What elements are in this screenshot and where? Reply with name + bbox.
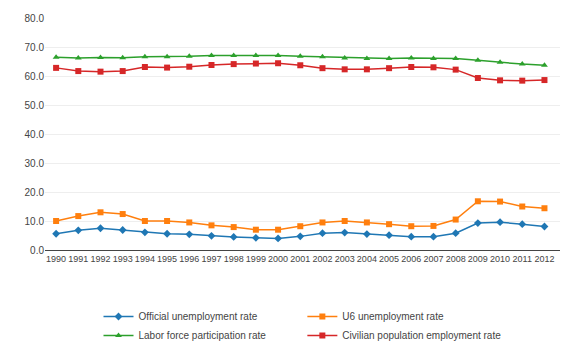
svg-text:0.0: 0.0	[30, 245, 44, 256]
svg-text:1999: 1999	[246, 254, 266, 264]
svg-text:U6 unemployment rate: U6 unemployment rate	[342, 311, 444, 322]
svg-text:2000: 2000	[268, 254, 288, 264]
svg-text:2006: 2006	[401, 254, 421, 264]
svg-text:80.0: 80.0	[25, 13, 45, 24]
svg-text:1998: 1998	[224, 254, 244, 264]
svg-text:70.0: 70.0	[25, 42, 45, 53]
svg-text:2005: 2005	[379, 254, 399, 264]
svg-text:1991: 1991	[68, 254, 88, 264]
svg-text:2004: 2004	[357, 254, 377, 264]
svg-text:1997: 1997	[201, 254, 221, 264]
svg-text:2003: 2003	[335, 254, 355, 264]
svg-text:1994: 1994	[135, 254, 155, 264]
svg-text:40.0: 40.0	[25, 129, 45, 140]
svg-text:30.0: 30.0	[25, 158, 45, 169]
svg-text:2009: 2009	[468, 254, 488, 264]
svg-text:2011: 2011	[513, 254, 532, 264]
svg-text:2008: 2008	[446, 254, 466, 264]
svg-text:20.0: 20.0	[25, 187, 45, 198]
svg-text:2012: 2012	[534, 254, 554, 264]
svg-text:Civilian population employment: Civilian population employment rate	[342, 330, 501, 341]
svg-text:1990: 1990	[46, 254, 66, 264]
svg-text:Official unemployment rate: Official unemployment rate	[139, 311, 258, 322]
svg-text:2010: 2010	[490, 254, 510, 264]
svg-text:1996: 1996	[179, 254, 199, 264]
svg-text:Labor force participation rate: Labor force participation rate	[139, 330, 267, 341]
svg-text:2002: 2002	[312, 254, 332, 264]
svg-text:50.0: 50.0	[25, 100, 45, 111]
svg-text:1993: 1993	[113, 254, 133, 264]
svg-text:60.0: 60.0	[25, 71, 45, 82]
svg-text:1992: 1992	[90, 254, 110, 264]
svg-text:2001: 2001	[290, 254, 310, 264]
svg-text:2007: 2007	[423, 254, 443, 264]
svg-text:1995: 1995	[157, 254, 177, 264]
svg-text:10.0: 10.0	[25, 216, 45, 227]
